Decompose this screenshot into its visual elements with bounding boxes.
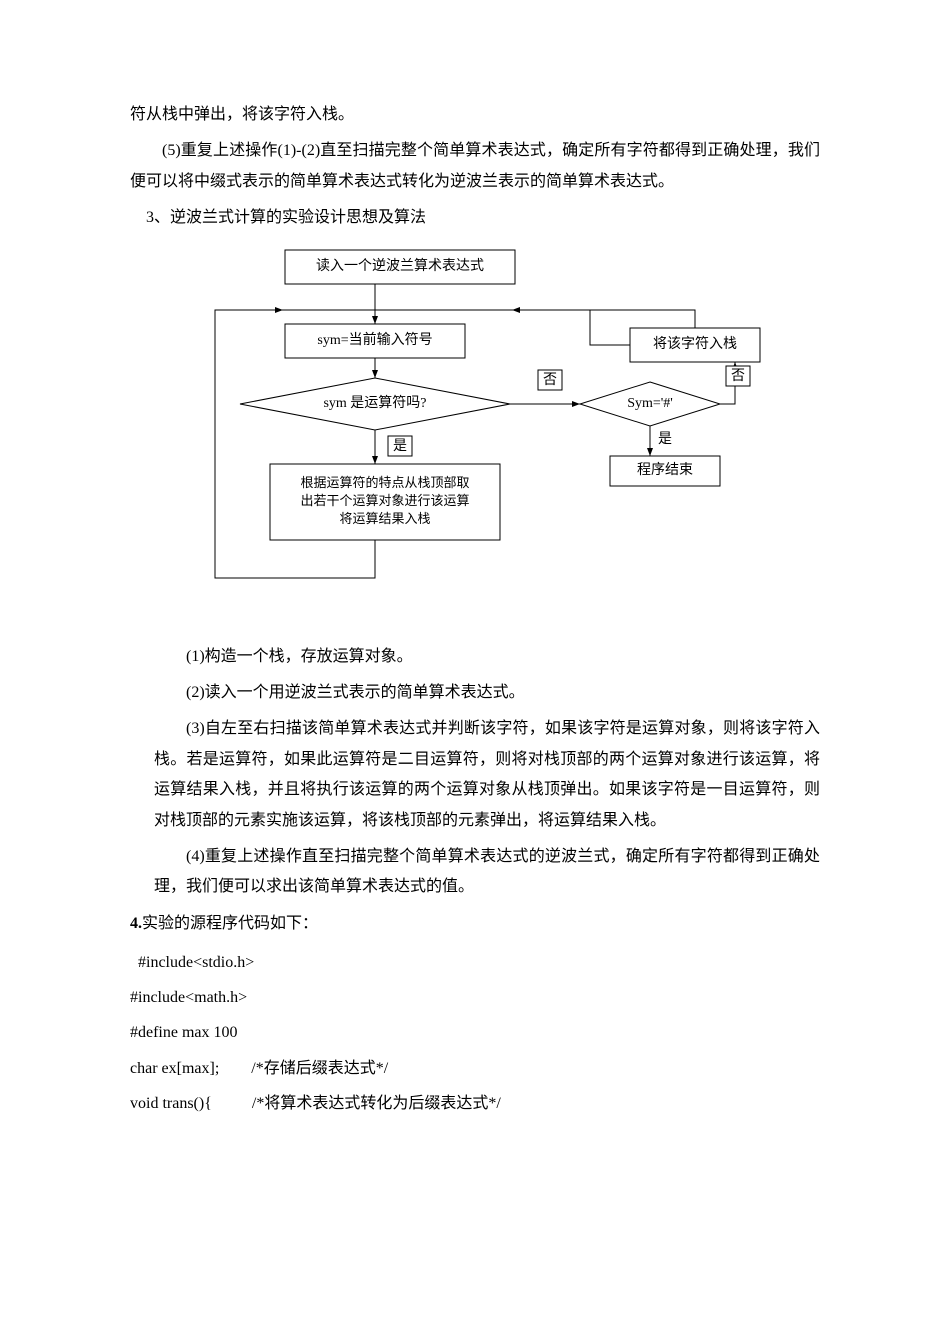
- code-block: #include<stdio.h> #include<math.h> #defi…: [130, 945, 820, 1121]
- step-5: (5)重复上述操作(1)-(2)直至扫描完整个简单算术表达式，确定所有字符都得到…: [130, 136, 820, 197]
- flowchart-svg: 读入一个逆波兰算术表达式 sym=当前输入符号 将该字符入栈 sym 是运算符吗? Sy…: [170, 240, 780, 620]
- svg-text:将运算结果入栈: 将运算结果入栈: [339, 511, 430, 526]
- code-line-5a: void trans(){: [130, 1095, 212, 1112]
- svg-text:是: 是: [393, 439, 407, 454]
- code-line-2: #include<math.h>: [130, 989, 247, 1006]
- svg-text:是: 是: [658, 432, 672, 447]
- code-comment-5: /*将算术表达式转化为后缀表达式*/: [252, 1095, 501, 1112]
- svg-text:否: 否: [731, 369, 745, 384]
- svg-text:否: 否: [543, 373, 557, 388]
- flowchart: 读入一个逆波兰算术表达式 sym=当前输入符号 将该字符入栈 sym 是运算符吗? Sy…: [130, 240, 820, 620]
- step-2: (2)读入一个用逆波兰式表示的简单算术表达式。: [154, 678, 820, 708]
- continuation-line: 符从栈中弹出，将该字符入栈。: [130, 100, 820, 130]
- step-4: (4)重复上述操作直至扫描完整个简单算术表达式的逆波兰式，确定所有字符都得到正确…: [154, 842, 820, 903]
- code-comment-4: /*存储后缀表达式*/: [251, 1060, 388, 1077]
- svg-text:sym=当前输入符号: sym=当前输入符号: [317, 331, 432, 348]
- step-1: (1)构造一个栈，存放运算对象。: [154, 642, 820, 672]
- svg-text:程序结束: 程序结束: [637, 462, 693, 478]
- svg-text:读入一个逆波兰算术表达式: 读入一个逆波兰算术表达式: [316, 257, 484, 274]
- section-3-heading: 3、逆波兰式计算的实验设计思想及算法: [146, 203, 820, 233]
- svg-text:根据运算符的特点从栈顶部取: 根据运算符的特点从栈顶部取: [300, 475, 469, 490]
- code-line-3: #define max 100: [130, 1024, 238, 1041]
- section-4-text: 实验的源程序代码如下：: [142, 915, 318, 932]
- svg-text:出若干个运算对象进行该运算: 出若干个运算对象进行该运算: [300, 493, 469, 508]
- svg-text:Sym='#': Sym='#': [627, 396, 673, 411]
- code-line-4a: char ex[max];: [130, 1060, 219, 1077]
- svg-text:sym 是运算符吗?: sym 是运算符吗?: [323, 395, 426, 411]
- section-4-number: 4.: [130, 915, 142, 932]
- step-3: (3)自左至右扫描该简单算术表达式并判断该字符，如果该字符是运算对象，则将该字符…: [154, 714, 820, 836]
- svg-text:将该字符入栈: 将该字符入栈: [653, 336, 737, 352]
- section-4-heading: 4.实验的源程序代码如下：: [130, 909, 820, 939]
- code-line-1: #include<stdio.h>: [130, 954, 254, 971]
